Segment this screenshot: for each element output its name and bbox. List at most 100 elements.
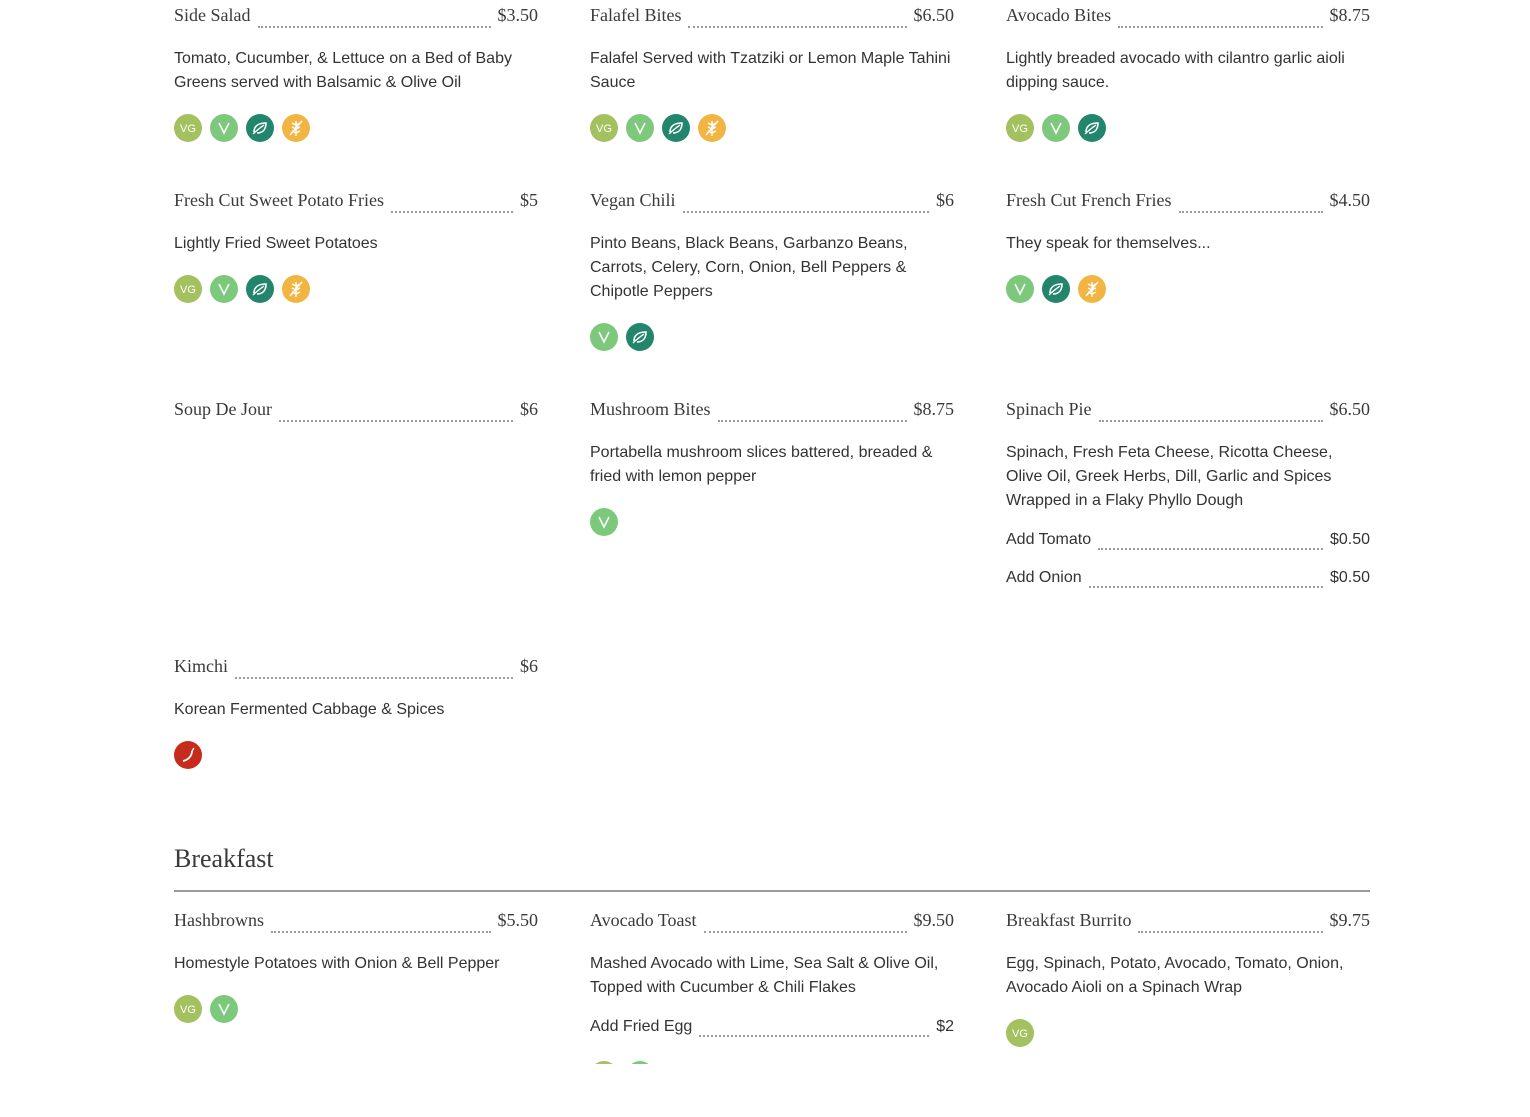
item-price: $6 <box>520 656 538 676</box>
gluten-free-icon <box>282 275 310 303</box>
dot-leader <box>1098 419 1323 422</box>
dietary-icons: VG <box>590 114 954 142</box>
item-price: $9.50 <box>913 910 955 930</box>
addon-row: Add Tomato $0.50 <box>1006 531 1370 555</box>
item-description: Spinach, Fresh Feta Cheese, Ricotta Chee… <box>1006 444 1333 509</box>
dietary-icons <box>590 508 954 536</box>
gluten-free-icon <box>1078 275 1106 303</box>
menu-item-breakfast-burrito: Breakfast Burrito $9.75 Egg, Spinach, Pot… <box>1006 910 1370 1047</box>
menu-item-sweet-potato-fries: Fresh Cut Sweet Potato Fries $5 Lightly F… <box>174 190 538 303</box>
item-price: $8.75 <box>913 399 955 419</box>
menu-item-spinach-pie: Spinach Pie $6.50 Spinach, Fresh Feta Che… <box>1006 399 1370 593</box>
menu-item-hashbrowns: Hashbrowns $5.50 Homestyle Potatoes with … <box>174 910 538 1023</box>
dietary-icons: VG <box>174 995 538 1023</box>
item-name: Avocado Bites <box>1006 5 1112 25</box>
gluten-free-icon <box>698 114 726 142</box>
vegan-icon <box>210 995 238 1023</box>
section-divider <box>174 890 1370 892</box>
dietary-icons <box>1006 275 1370 303</box>
addon-price: $0.50 <box>1329 569 1370 586</box>
menu-item-falafel-bites: Falafel Bites $6.50 Falafel Served with T… <box>590 5 954 142</box>
addon-name: Add Fried Egg <box>590 1018 693 1035</box>
dot-leader <box>1138 930 1323 933</box>
item-name: Breakfast Burrito <box>1006 910 1132 930</box>
chili-pepper-icon <box>174 741 202 769</box>
vegan-icon <box>590 323 618 351</box>
leaf-icon <box>626 323 654 351</box>
vegan-icon <box>210 275 238 303</box>
item-name: Fresh Cut Sweet Potato Fries <box>174 190 384 210</box>
menu-item-soup-de-jour: Soup De Jour $6 <box>174 399 538 429</box>
menu-item-mushroom-bites: Mushroom Bites $8.75 Portabella mushroom … <box>590 399 954 536</box>
item-name: Mushroom Bites <box>590 399 711 419</box>
vegan-icon <box>626 114 654 142</box>
svg-text:VG: VG <box>596 123 612 135</box>
dot-leader <box>1088 585 1323 588</box>
menu-item-avocado-toast: Avocado Toast $9.50 Mashed Avocado with L… <box>590 910 954 1089</box>
dot-leader <box>1178 210 1323 213</box>
vegan-icon <box>1006 275 1034 303</box>
gluten-free-icon <box>282 114 310 142</box>
menu-item-french-fries: Fresh Cut French Fries $4.50 They speak f… <box>1006 190 1370 303</box>
item-price: $5 <box>520 190 538 210</box>
dot-leader <box>1098 547 1323 550</box>
item-name: Soup De Jour <box>174 399 272 419</box>
item-price: $6 <box>520 399 538 419</box>
item-name: Vegan Chili <box>590 190 676 210</box>
viewport-bottom-mask <box>0 1064 1530 1117</box>
menu-item-vegan-chili: Vegan Chili $6 Pinto Beans, Black Beans, … <box>590 190 954 351</box>
section-title-breakfast: Breakfast <box>174 844 274 873</box>
item-name: Side Salad <box>174 5 251 25</box>
item-description: Homestyle Potatoes with Onion & Bell Pep… <box>174 955 500 972</box>
item-price: $4.50 <box>1329 190 1371 210</box>
dietary-icons <box>174 741 538 769</box>
dietary-icons: VG <box>1006 114 1370 142</box>
item-price: $9.75 <box>1329 910 1371 930</box>
leaf-icon <box>1078 114 1106 142</box>
menu-item-side-salad: Side Salad $3.50 Tomato, Cucumber, & Lett… <box>174 5 538 142</box>
item-name: Hashbrowns <box>174 910 264 930</box>
vegetarian-icon: VG <box>174 114 202 142</box>
dot-leader <box>391 210 513 213</box>
vegetarian-icon: VG <box>1006 114 1034 142</box>
dot-leader <box>257 25 491 28</box>
item-description: Falafel Served with Tzatziki or Lemon Ma… <box>590 50 951 91</box>
leaf-icon <box>662 114 690 142</box>
dietary-icons <box>590 323 954 351</box>
item-description: Portabella mushroom slices battered, bre… <box>590 444 933 485</box>
svg-text:VG: VG <box>180 123 196 135</box>
vegetarian-icon: VG <box>174 275 202 303</box>
dot-leader <box>688 25 907 28</box>
leaf-icon <box>246 275 274 303</box>
item-name: Spinach Pie <box>1006 399 1092 419</box>
item-description: Mashed Avocado with Lime, Sea Salt & Oli… <box>590 955 939 996</box>
dietary-icons: VG <box>174 114 538 142</box>
addon-price: $0.50 <box>1329 531 1370 548</box>
item-price: $6 <box>936 190 954 210</box>
vegan-icon <box>590 508 618 536</box>
vegan-icon <box>210 114 238 142</box>
leaf-icon <box>1042 275 1070 303</box>
item-price: $5.50 <box>497 910 539 930</box>
item-description: Lightly Fried Sweet Potatoes <box>174 235 378 252</box>
dot-leader <box>682 210 929 213</box>
addon-row: Add Onion $0.50 <box>1006 569 1370 593</box>
item-name: Kimchi <box>174 656 228 676</box>
dot-leader <box>699 1034 930 1037</box>
addon-name: Add Tomato <box>1006 531 1092 548</box>
dot-leader <box>1118 25 1323 28</box>
vegetarian-icon: VG <box>1006 1019 1034 1047</box>
vegetarian-icon: VG <box>590 114 618 142</box>
menu-item-kimchi: Kimchi $6 Korean Fermented Cabbage & Spic… <box>174 656 538 769</box>
dot-leader <box>235 676 513 679</box>
item-description: Egg, Spinach, Potato, Avocado, Tomato, O… <box>1006 955 1344 996</box>
vegetarian-icon: VG <box>174 995 202 1023</box>
dietary-icons: VG <box>174 275 538 303</box>
dot-leader <box>717 419 907 422</box>
item-description: Korean Fermented Cabbage & Spices <box>174 701 445 718</box>
item-description: Lightly breaded avocado with cilantro ga… <box>1006 50 1345 91</box>
svg-text:VG: VG <box>1012 1028 1028 1040</box>
svg-text:VG: VG <box>180 284 196 296</box>
item-price: $3.50 <box>497 5 539 25</box>
item-price: $6.50 <box>1329 399 1371 419</box>
